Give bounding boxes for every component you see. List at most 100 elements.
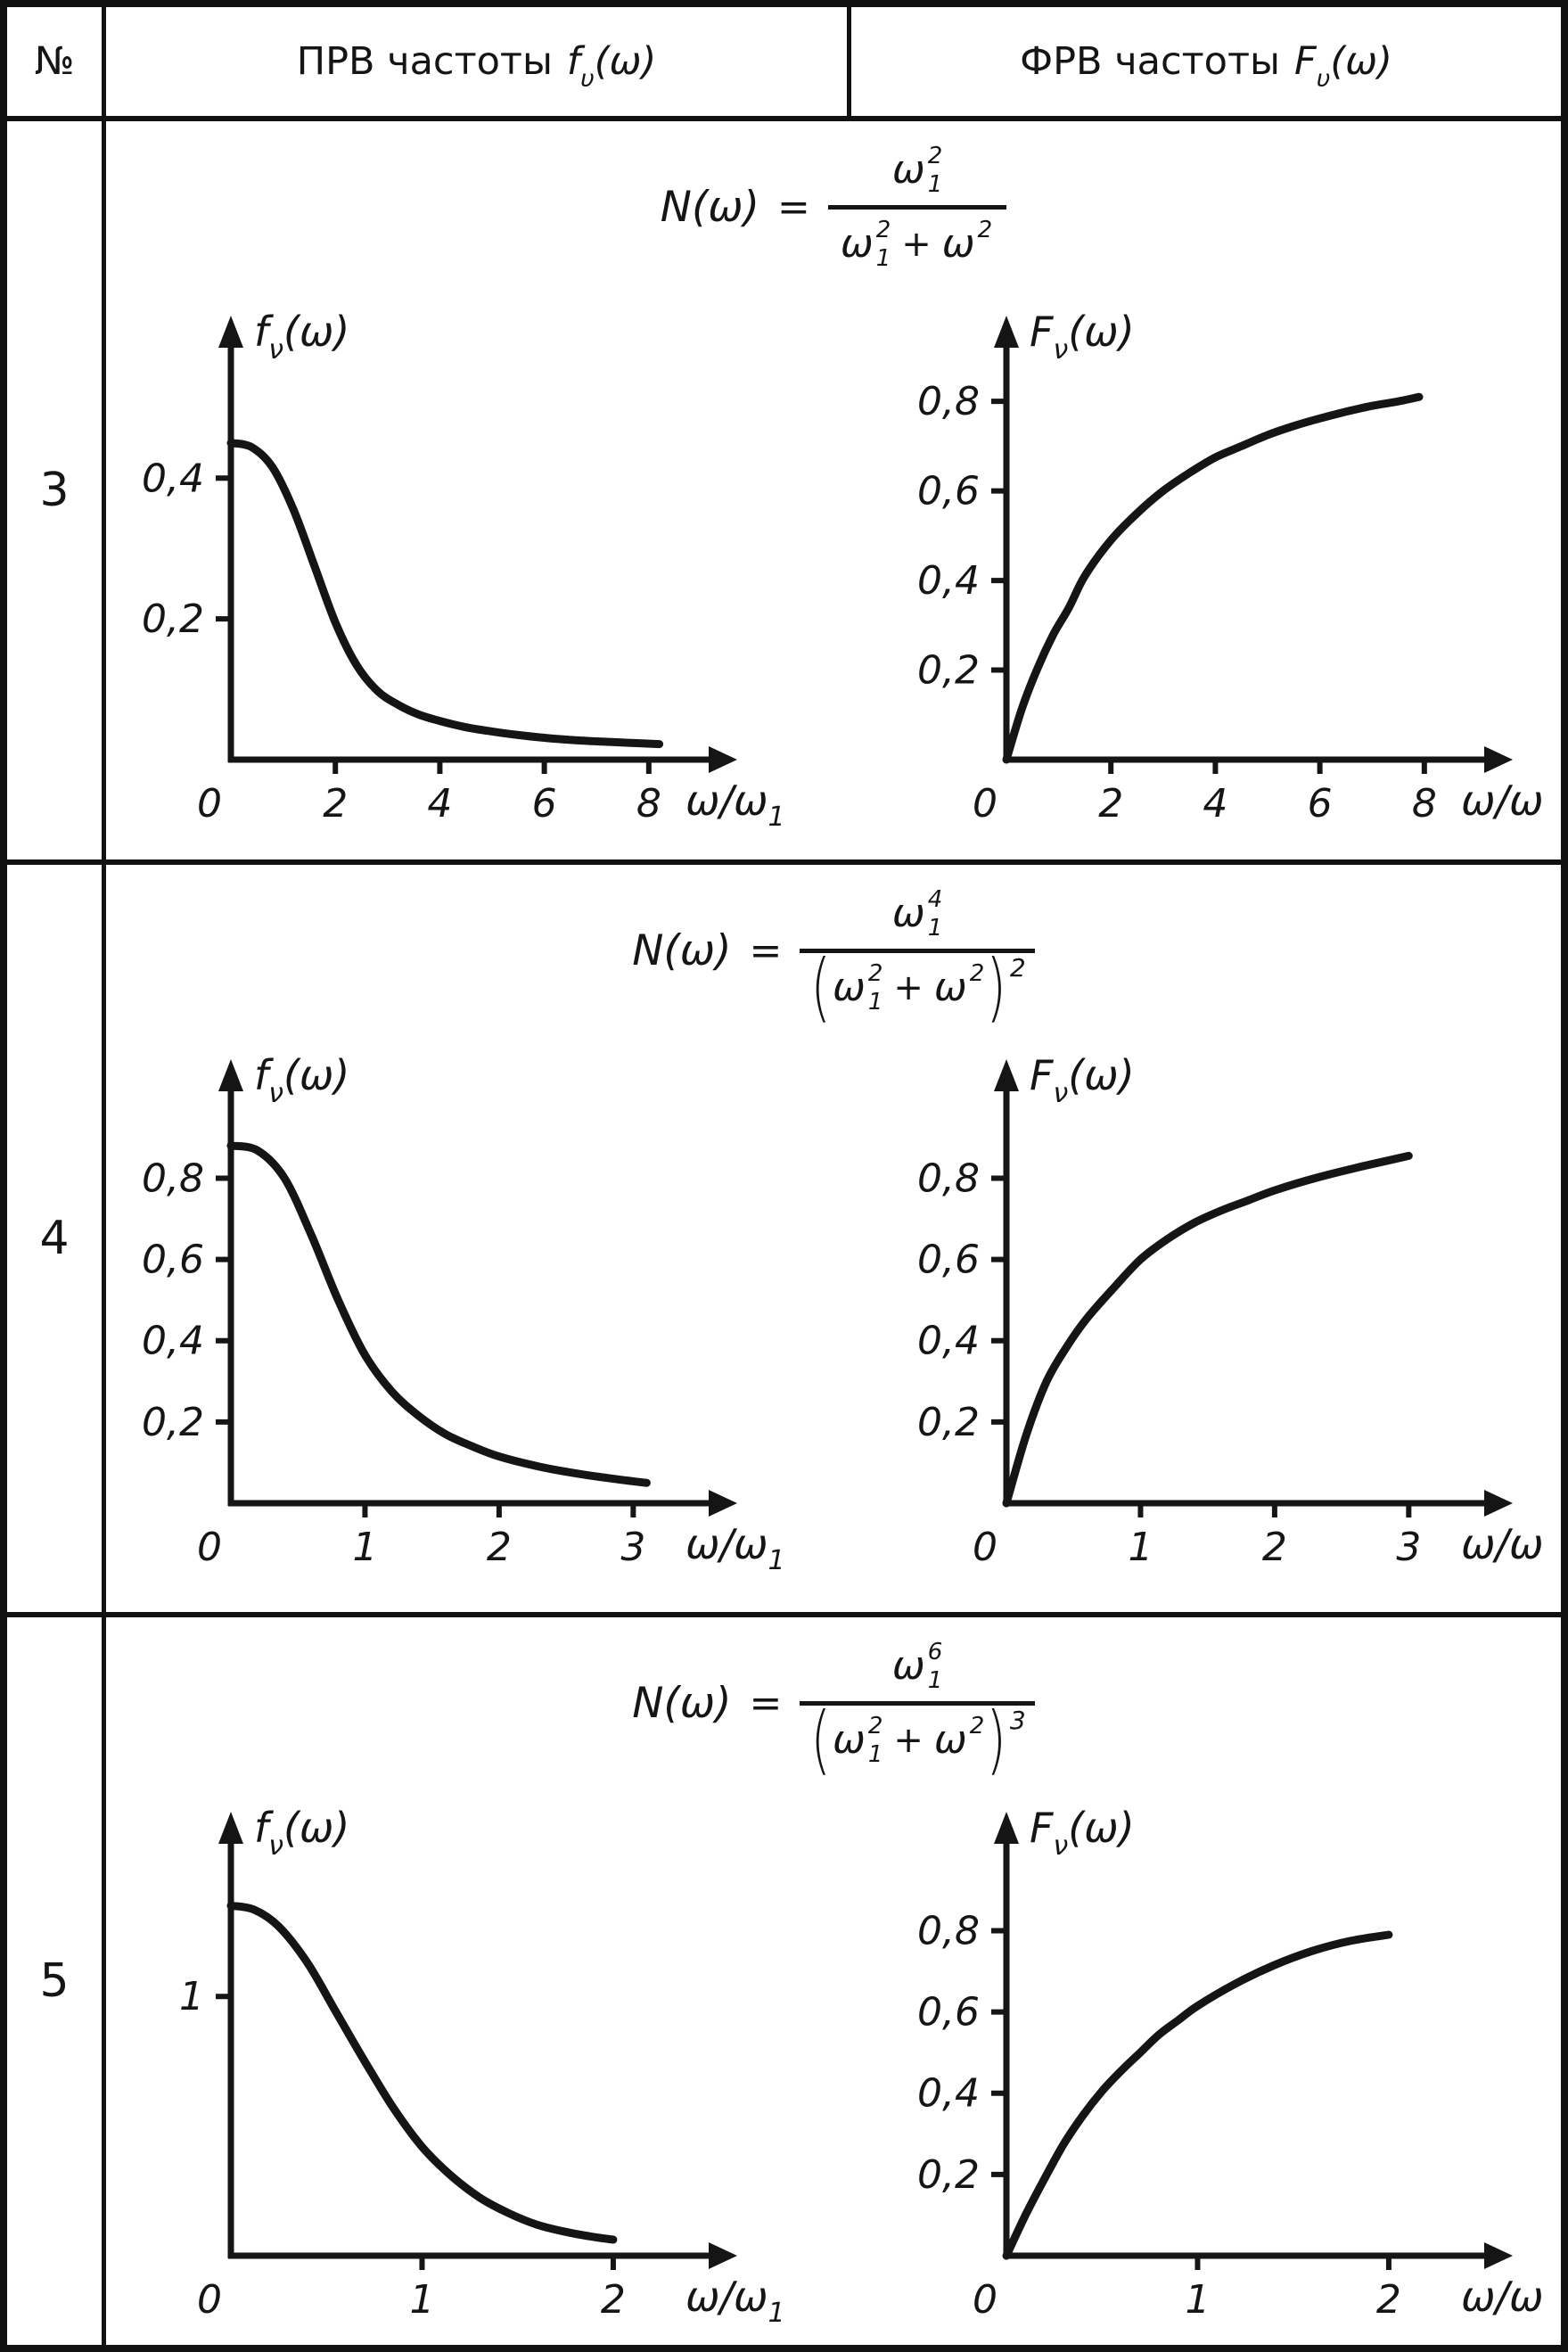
header-cdf-col: ФРВ частоты Fυ(ω) (851, 7, 1561, 116)
svg-text:Fν(ω): Fν(ω) (1030, 1051, 1135, 1109)
svg-text:0,8: 0,8 (142, 1155, 204, 1201)
pdf-col-label: ПРВ частоты (296, 39, 553, 84)
svg-text:ω/ω: ω/ω (1461, 1520, 1544, 1568)
svg-text:ω/ω: ω/ω (1461, 2273, 1544, 2321)
svg-text:1: 1 (1185, 2277, 1210, 2323)
svg-text:0: 0 (973, 1525, 997, 1570)
svg-text:0: 0 (973, 2277, 997, 2323)
header-pdf-col: ПРВ частоты fυ(ω) (106, 7, 851, 116)
row-number-cell: 4 (7, 865, 106, 1612)
svg-text:0,4: 0,4 (917, 2071, 980, 2117)
cdf-col-function: Fυ(ω) (1293, 39, 1392, 93)
row-number: 5 (39, 1954, 70, 2008)
svg-text:0,2: 0,2 (917, 1400, 980, 1445)
svg-text:2: 2 (601, 2277, 626, 2323)
row-number: 3 (39, 464, 70, 517)
svg-text:0,6: 0,6 (917, 469, 980, 514)
svg-text:1: 1 (179, 1974, 204, 2019)
svg-text:0,4: 0,4 (917, 558, 980, 604)
pdf-plot-row5: 1 2 1 0 ω/ω1 fν(ω) (179, 1804, 785, 2329)
svg-text:0,4: 0,4 (142, 456, 204, 501)
cdf-plot-row5: 1 2 0,2 0,4 0,6 0,8 0 ω/ω Fν(ω) (917, 1804, 1544, 2323)
svg-text:0,2: 0,2 (917, 2152, 980, 2198)
svg-text:0,6: 0,6 (142, 1238, 204, 1283)
svg-text:4: 4 (427, 781, 452, 826)
cdf-col-label: ФРВ частоты (1020, 39, 1280, 84)
equals-sign: = (777, 184, 810, 230)
svg-text:Fν(ω): Fν(ω) (1030, 1804, 1135, 1862)
row-number: 4 (39, 1212, 70, 1265)
svg-text:1: 1 (352, 1525, 377, 1570)
svg-text:8: 8 (1412, 781, 1437, 826)
svg-text:1: 1 (1128, 1525, 1153, 1570)
svg-text:2: 2 (1376, 2277, 1401, 2323)
svg-text:8: 8 (636, 781, 661, 826)
svg-text:0,2: 0,2 (142, 596, 204, 642)
equals-sign: = (749, 927, 783, 974)
svg-text:0,4: 0,4 (142, 1319, 204, 1364)
svg-text:0,2: 0,2 (917, 648, 980, 694)
svg-text:6: 6 (532, 781, 557, 826)
svg-text:0: 0 (197, 1525, 222, 1570)
svg-text:0,8: 0,8 (917, 1155, 980, 1201)
svg-text:1: 1 (409, 2277, 434, 2323)
svg-text:0,4: 0,4 (917, 1319, 980, 1364)
svg-text:0,8: 0,8 (917, 379, 980, 424)
formula-lhs: N(ω) (632, 1678, 732, 1728)
svg-text:ω/ω1: ω/ω1 (685, 777, 785, 833)
number-col-label: № (34, 39, 75, 84)
svg-text:2: 2 (487, 1525, 512, 1570)
table-header: № ПРВ частоты fυ(ω) ФРВ частоты Fυ(ω) (7, 7, 1561, 121)
svg-text:ω/ω1: ω/ω1 (685, 2273, 785, 2329)
svg-text:0: 0 (197, 2277, 222, 2323)
cdf-plot-row3: 2 4 6 8 0,2 0,4 0,6 0,8 0 ω/ω Fν(ω) (917, 308, 1544, 826)
header-number-col: № (7, 7, 106, 116)
row-number-cell: 5 (7, 1617, 106, 2345)
svg-text:0,6: 0,6 (917, 1238, 980, 1283)
svg-text:ω/ω: ω/ω (1461, 777, 1544, 825)
svg-text:0,6: 0,6 (917, 1990, 980, 2035)
svg-text:ω/ω1: ω/ω1 (685, 1520, 785, 1576)
plus-sign: + (901, 223, 932, 265)
row-number-cell: 3 (7, 121, 106, 859)
svg-text:6: 6 (1308, 781, 1333, 826)
pdf-plot-row3: 2 4 6 8 0,2 0,4 0 ω/ω1 fν(ω) (142, 308, 785, 833)
pdf-col-function: fυ(ω) (566, 39, 657, 93)
plus-sign: + (893, 966, 924, 1008)
svg-text:Fν(ω): Fν(ω) (1030, 308, 1135, 366)
svg-text:4: 4 (1203, 781, 1227, 826)
svg-text:0,2: 0,2 (142, 1400, 204, 1445)
equals-sign: = (749, 1680, 783, 1726)
svg-text:fν(ω): fν(ω) (254, 1051, 349, 1109)
svg-text:2: 2 (1098, 781, 1123, 826)
plots-area: 1 2 3 0,2 0,4 0,6 0,8 0 ω/ω1 fν(ω) 1 2 3 0,2 0,4 0,6 0,… (106, 1036, 1561, 1612)
plus-sign: + (893, 1719, 924, 1761)
svg-text:2: 2 (323, 781, 348, 826)
svg-text:0: 0 (973, 781, 997, 826)
svg-text:fν(ω): fν(ω) (254, 308, 349, 366)
formula-lhs: N(ω) (660, 182, 759, 232)
formula-lhs: N(ω) (632, 925, 732, 975)
svg-text:3: 3 (1396, 1525, 1421, 1570)
pdf-plot-row4: 1 2 3 0,2 0,4 0,6 0,8 0 ω/ω1 fν(ω) (142, 1051, 785, 1576)
svg-text:2: 2 (1262, 1525, 1287, 1570)
svg-text:0: 0 (197, 781, 222, 826)
